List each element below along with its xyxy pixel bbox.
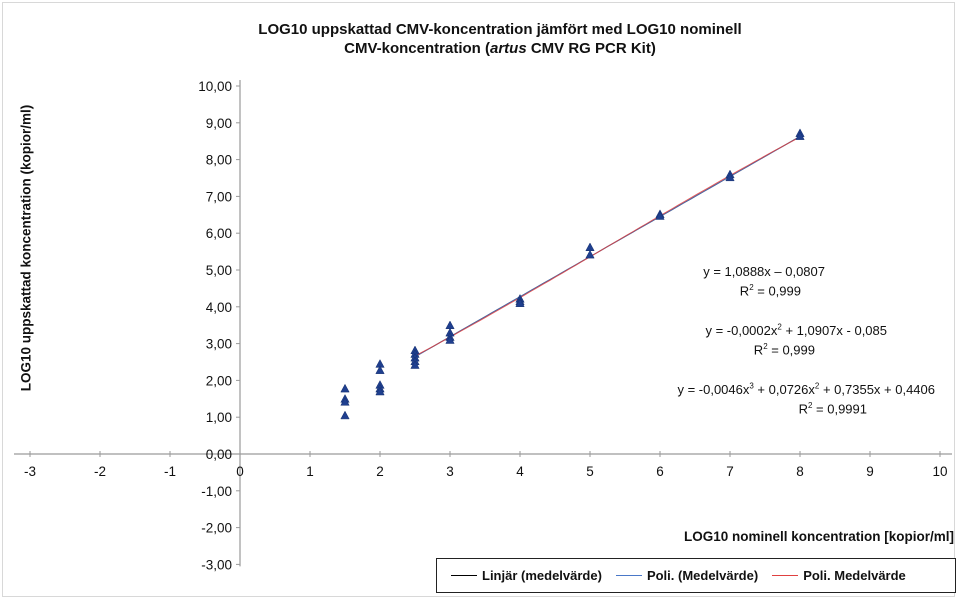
data-point: [340, 383, 350, 393]
x-tick-label: -2: [94, 464, 106, 479]
y-tick-label: 0,00: [206, 447, 232, 462]
y-tick-label: 9,00: [206, 116, 232, 131]
y-tick-label: 10,00: [198, 79, 232, 94]
r2-linear: R2 = 0,999: [739, 283, 801, 299]
fit-line-poly3: [414, 136, 801, 357]
title-line2-italic: artus: [489, 40, 527, 57]
data-point: [725, 172, 735, 182]
r2-poly3: R2 = 0,9991: [798, 401, 867, 417]
data-point: [655, 211, 665, 220]
x-tick-label: -1: [164, 464, 176, 479]
x-tick-label: 5: [586, 464, 594, 479]
legend-item-linear: Linjär (medelvärde): [451, 568, 602, 583]
y-tick-label: -2,00: [201, 521, 232, 536]
x-axis-label: LOG10 nominell koncentration [kopior/ml]: [683, 529, 954, 544]
x-tick-label: 7: [726, 464, 734, 479]
equation-linear: y = 1,0888x – 0,0807 R2 = 0,999: [703, 264, 825, 299]
legend-label-poly2: Poli. (Medelvärde): [646, 568, 759, 583]
data-point: [795, 131, 805, 140]
legend-label-linear: Linjär (medelvärde): [482, 568, 602, 583]
data-point: [340, 410, 350, 420]
x-tick-label: 2: [376, 464, 384, 479]
chart-title-line2: CMV-koncentration (artus CMV RG PCR Kit): [150, 39, 850, 58]
data-point: [445, 335, 455, 344]
x-tick-label: 3: [446, 464, 454, 479]
legend-swatch-linear: [451, 575, 477, 576]
data-point: [585, 249, 595, 259]
data-point: [410, 360, 420, 369]
data-point: [515, 298, 525, 307]
data-point: [375, 386, 385, 396]
x-tick-label: 0: [236, 464, 244, 479]
chart-title-line1: LOG10 uppskattad CMV-koncentration jämfö…: [258, 21, 742, 38]
x-tick-label: 8: [796, 464, 804, 479]
y-tick-label: -1,00: [201, 484, 232, 499]
x-tick-label: 1: [306, 464, 314, 479]
title-line2-suffix: CMV RG PCR Kit): [526, 40, 656, 57]
y-axis-label: LOG10 uppskattad koncentration (kopior/m…: [18, 104, 34, 392]
y-tick-label: 5,00: [206, 263, 232, 278]
data-point: [340, 397, 350, 406]
y-tick-label: 6,00: [206, 226, 232, 241]
equation-poly2: y = -0,0002x2 + 1,0907x - 0,085 R2 = 0,9…: [705, 320, 887, 359]
legend-item-poly2: Poli. (Medelvärde): [615, 568, 759, 583]
equation-linear-text: y = 1,0888x – 0,0807: [703, 264, 825, 279]
y-tick-label: 8,00: [206, 153, 232, 168]
equation-poly3-text: y = -0,0046x3 + 0,0726x2 + 0,7355x + 0,4…: [677, 382, 935, 398]
x-tick-label: 9: [866, 464, 874, 479]
data-point: [375, 365, 385, 374]
equation-poly3: y = -0,0046x3 + 0,0726x2 + 0,7355x + 0,4…: [677, 379, 935, 418]
equation-poly2-text: y = -0,0002x2 + 1,0907x - 0,085: [705, 323, 887, 339]
x-tick-label: 10: [932, 464, 947, 479]
x-tick-label: 6: [656, 464, 664, 479]
title-line2-prefix: CMV-koncentration (: [344, 40, 490, 57]
r2-poly2: R2 = 0,999: [753, 342, 815, 358]
legend-label-poly3: Poli. Medelvärde: [803, 568, 906, 583]
y-tick-label: 1,00: [206, 410, 232, 425]
y-tick-label: 4,00: [206, 300, 232, 315]
x-tick-label: -3: [24, 464, 36, 479]
x-tick-label: 4: [516, 464, 524, 479]
y-tick-label: 3,00: [206, 337, 232, 352]
legend-item-poly3: Poli. Medelvärde: [772, 568, 906, 583]
legend: Linjär (medelvärde) Poli. (Medelvärde) P…: [436, 558, 956, 593]
data-point: [445, 320, 455, 330]
legend-swatch-poly2: [615, 575, 642, 576]
y-tick-label: -3,00: [201, 557, 232, 572]
y-tick-label: 7,00: [206, 189, 232, 204]
y-tick-label: 2,00: [206, 373, 232, 388]
legend-swatch-poly3: [772, 575, 799, 576]
data-point: [585, 242, 595, 252]
